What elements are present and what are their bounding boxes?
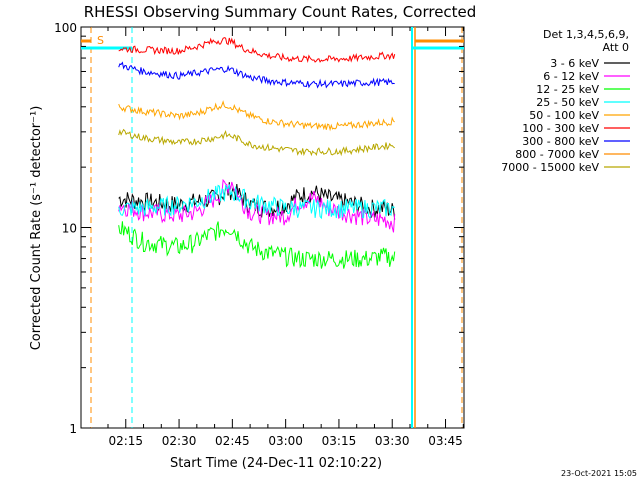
- legend-entry-label: 7000 - 15000 keV: [501, 161, 599, 174]
- legend-entry-label: 3 - 6 keV: [550, 57, 599, 70]
- series-line-4: [118, 100, 396, 132]
- annotation-s-label: S: [97, 34, 104, 47]
- footer-timestamp: 23-Oct-2021 15:05: [561, 469, 637, 478]
- series-line-3: [118, 184, 395, 220]
- x-tick-label: 03:15: [322, 434, 357, 448]
- x-tick-label: 03:45: [428, 434, 463, 448]
- y-tick-label: 1: [69, 422, 77, 436]
- legend-entry-label: 50 - 100 keV: [529, 109, 599, 122]
- legend-entry-label: 12 - 25 keV: [536, 83, 599, 96]
- x-axis-label: Start Time (24-Dec-11 02:10:22): [170, 456, 382, 471]
- x-tick-label: 02:15: [108, 434, 143, 448]
- x-tick-label: 03:00: [268, 434, 303, 448]
- legend-entry-label: 300 - 800 keV: [522, 135, 599, 148]
- series-line-6: [118, 61, 395, 89]
- chart-title: RHESSI Observing Summary Count Rates, Co…: [84, 3, 477, 21]
- legend-entry-label: 25 - 50 keV: [536, 96, 599, 109]
- x-tick-label: 03:30: [375, 434, 410, 448]
- legend-header-line-2: Att 0: [603, 41, 629, 54]
- legend-entry-label: 800 - 7000 keV: [515, 148, 599, 161]
- series-line-5: [118, 37, 396, 64]
- legend-entry-label: 6 - 12 keV: [543, 70, 599, 83]
- legend-entry-label: 100 - 300 keV: [522, 122, 599, 135]
- series-line-2: [118, 221, 396, 269]
- plot-frame: [80, 26, 465, 429]
- series-line-8: [118, 128, 395, 157]
- y-tick-label: 10: [62, 222, 77, 236]
- series-line-1: [118, 178, 396, 233]
- y-axis-label: Corrected Count Rate (s⁻¹ detector⁻¹): [29, 106, 44, 351]
- x-tick-label: 02:30: [162, 434, 197, 448]
- y-tick-label: 100: [54, 21, 77, 35]
- legend-header-line-1: Det 1,3,4,5,6,9,: [543, 28, 629, 41]
- x-tick-label: 02:45: [215, 434, 250, 448]
